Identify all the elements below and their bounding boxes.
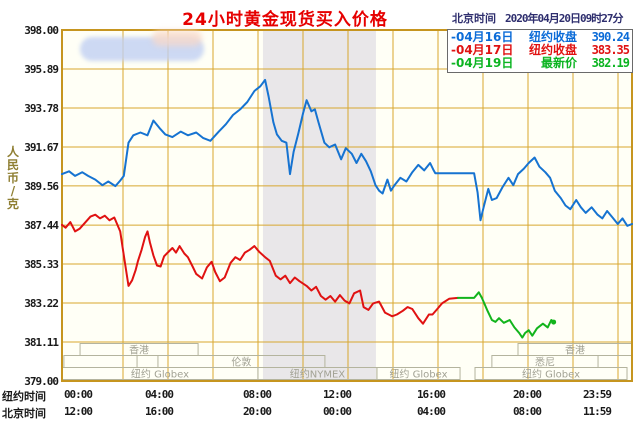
- session-label: 香港: [129, 345, 149, 357]
- beijing-time-row-header: 北京时间: [2, 407, 46, 420]
- legend-row: -04月16日 纽约收盘 390.24: [451, 30, 630, 44]
- x-tick-label: 16:00: [416, 388, 446, 401]
- legend-series-label: 纽约收盘: [528, 30, 577, 44]
- beijing-time-value: 2020年04月20日09时27分: [505, 12, 623, 25]
- nymex-session-band: [262, 30, 376, 381]
- legend-date: -04月16日: [451, 30, 514, 44]
- newyork-time-row-header: 纽约时间: [2, 390, 46, 403]
- legend-value: 383.35: [591, 43, 630, 57]
- x-tick-label: 20:00: [242, 405, 272, 418]
- session-label: 纽约 Globex: [131, 368, 189, 381]
- session-label: 纽约 Globex: [522, 368, 580, 381]
- y-tick-label: 381.11: [24, 336, 59, 350]
- y-tick-label: 387.44: [24, 219, 59, 233]
- x-tick-label: 08:00: [242, 388, 272, 401]
- x-tick-label: 00:00: [63, 388, 93, 401]
- y-tick-label: 379.00: [24, 375, 59, 388]
- series-line-green-apr19: [456, 291, 555, 339]
- x-tick-label: 12:00: [63, 405, 93, 418]
- x-tick-label: 11:59: [582, 405, 612, 418]
- y-tick-label: 385.33: [24, 258, 59, 272]
- y-axis-unit-label: 人 民 币 / 克: [6, 145, 19, 211]
- x-tick-label: 04:00: [416, 405, 446, 418]
- y-tick-label: 389.56: [24, 179, 59, 193]
- y-tick-label: 393.78: [24, 101, 59, 115]
- y-tick-label: 383.22: [24, 297, 59, 311]
- legend-series-label: 最新价: [540, 56, 577, 70]
- session-label: 香港: [565, 345, 585, 357]
- legend-date: -04月17日: [451, 43, 514, 57]
- series-line-blue-apr16: [61, 78, 633, 227]
- session-box: [79, 343, 199, 356]
- watermark-blob-pink: [152, 30, 202, 46]
- x-tick-label: 23:59: [582, 388, 612, 401]
- x-tick-label: 12:00: [322, 388, 352, 401]
- session-label: 伦敦: [231, 356, 251, 369]
- series-line-red-apr17: [61, 213, 459, 325]
- y-tick-label: 391.67: [24, 140, 59, 154]
- session-label: 纽约 Globex: [389, 368, 447, 381]
- legend-series-label: 纽约收盘: [528, 43, 577, 57]
- x-tick-label: 04:00: [144, 388, 174, 401]
- session-box: [376, 367, 461, 380]
- x-tick-label: 20:00: [512, 388, 542, 401]
- legend-value: 382.19: [591, 56, 630, 70]
- legend-row: -04月17日 纽约收盘 383.35: [451, 43, 630, 57]
- y-tick-label: 398.00: [24, 24, 59, 37]
- session-label: 悉尼: [535, 357, 555, 369]
- chart-title: 24小时黄金现货买入价格: [182, 10, 388, 30]
- chart-legend: -04月16日 纽约收盘 390.24 -04月17日 纽约收盘 383.35 -04月19…: [447, 29, 633, 73]
- beijing-time-label: 北京时间: [452, 12, 496, 25]
- x-tick-label: 00:00: [322, 405, 352, 418]
- session-box: [474, 367, 628, 380]
- x-tick-label: 08:00: [512, 405, 542, 418]
- x-tick-label: 16:00: [144, 405, 174, 418]
- plot-border: [61, 29, 633, 382]
- latest-price-marker: [551, 319, 557, 325]
- legend-row: -04月19日 最新价 382.19: [451, 56, 630, 70]
- legend-date: -04月19日: [451, 56, 514, 70]
- legend-value: 390.24: [591, 30, 630, 44]
- y-tick-label: 395.89: [24, 62, 59, 76]
- session-label: 纽约NYMEX: [290, 368, 346, 381]
